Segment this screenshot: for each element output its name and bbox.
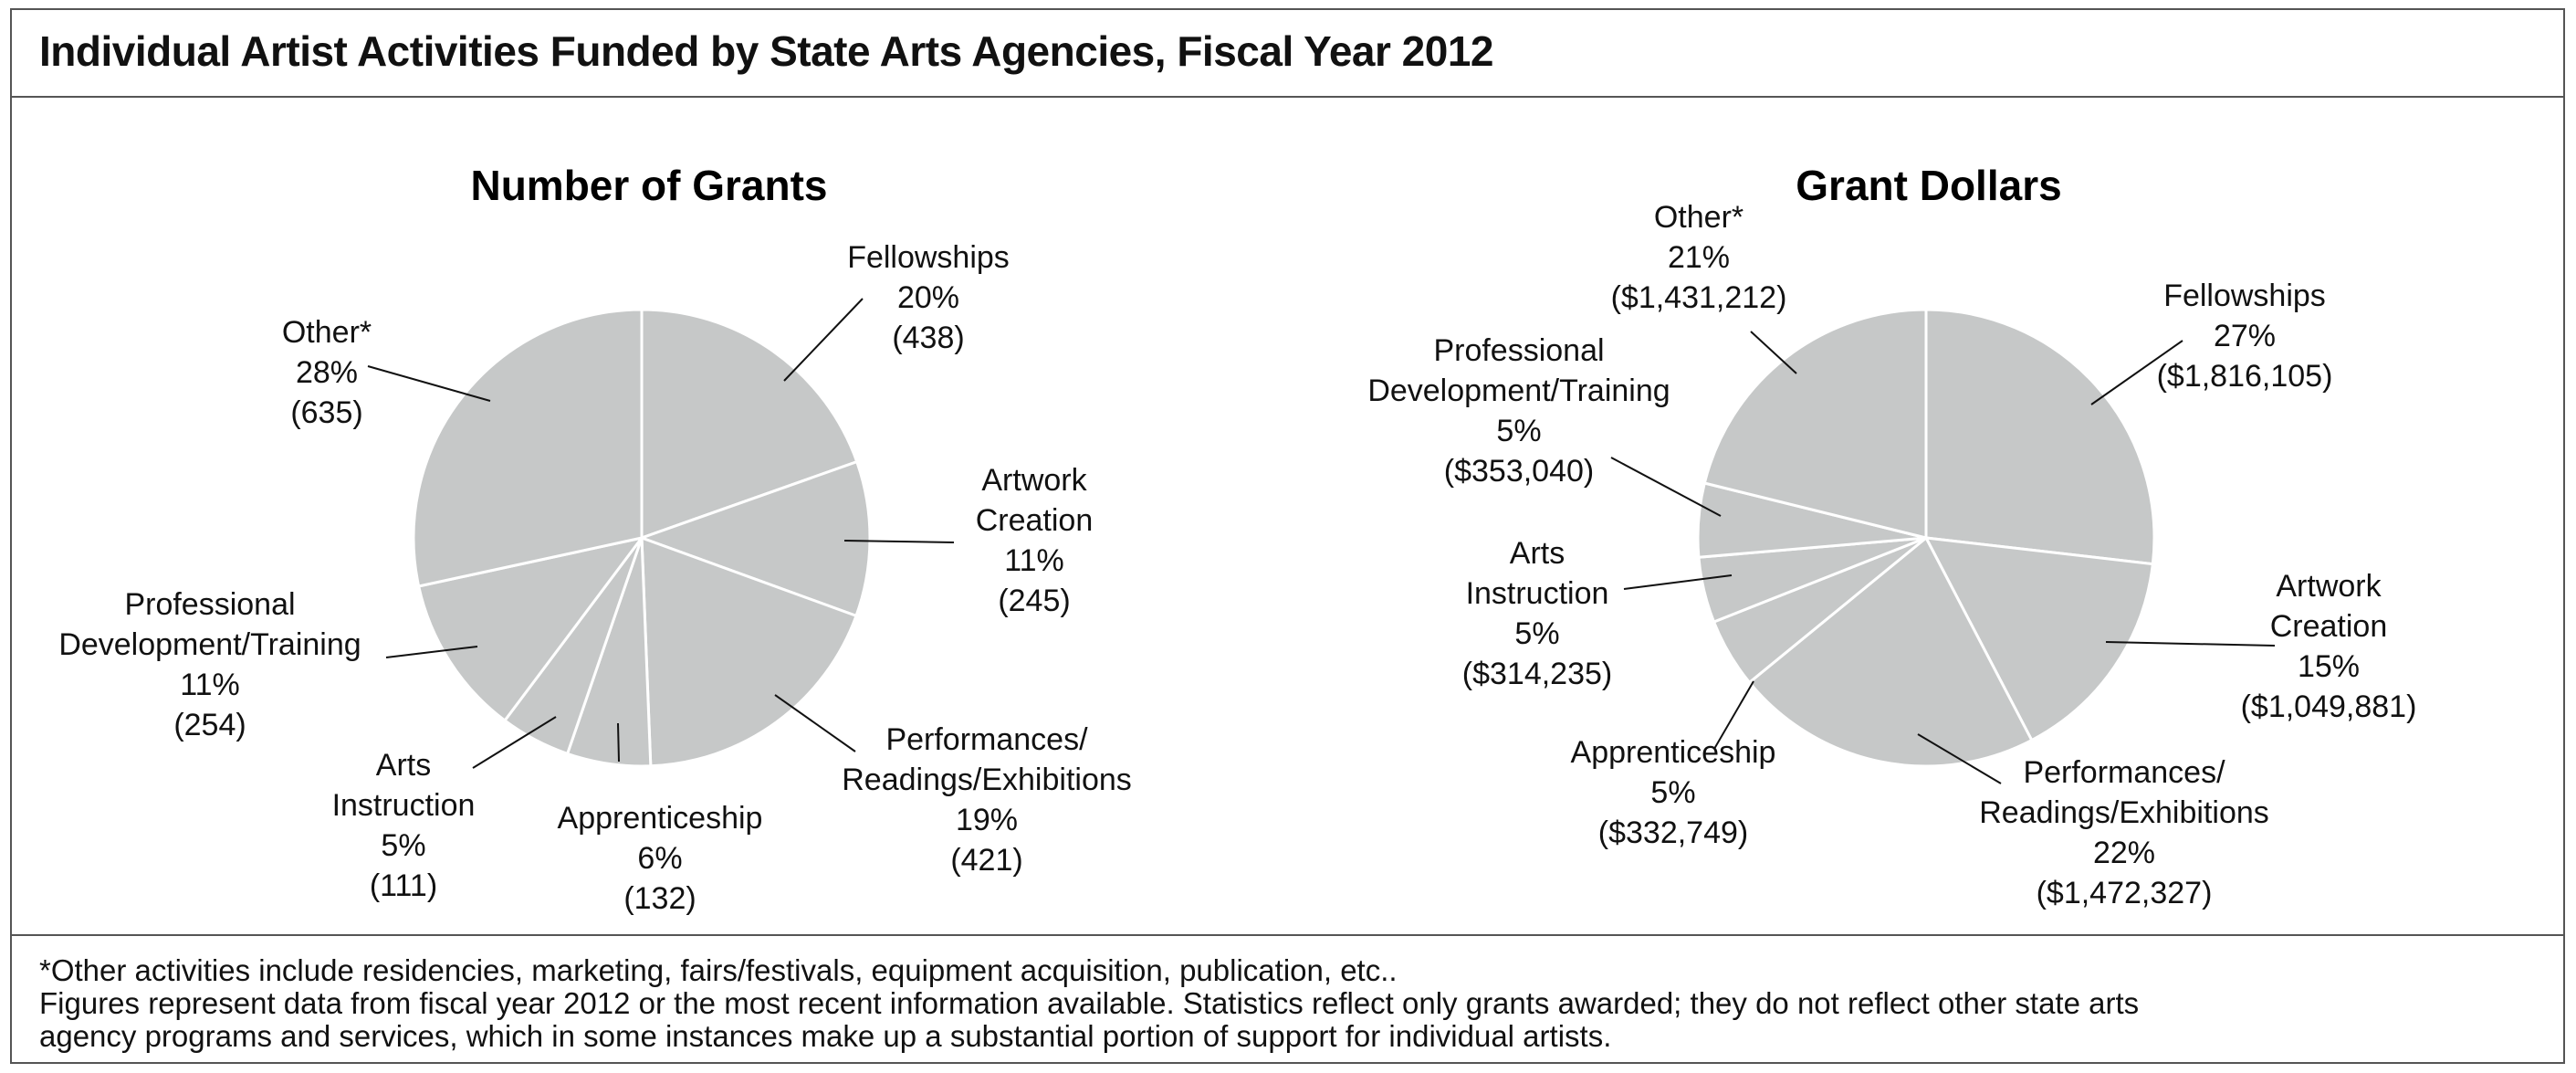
main-title: Individual Artist Activities Funded by S… — [39, 27, 1494, 75]
footnote-figures-cont: agency programs and services, which in s… — [39, 1019, 1612, 1053]
chart1-label-performances-readings-exhibitions: Performances/Readings/Exhibitions 19% (421… — [842, 722, 1132, 878]
chart2-leader-performances-readings-exhibitions — [1917, 733, 2002, 784]
chart1-leader-other — [367, 365, 491, 402]
chart1-label-other: Other* 28% (635) — [282, 315, 372, 430]
chart1-label-professional-development-training: Professional Development/Training 11% (254) — [58, 587, 361, 742]
chart1-label-fellowships: Fellowships 20% (438) — [847, 240, 1010, 355]
chart2-label-artwork-creation: Artwork Creation 15% ($1,049,881) — [2241, 569, 2417, 724]
chart1-pie: Number of Grants Fellowships 20% (438) Artwo… — [58, 162, 1131, 916]
chart1-label-apprenticeship: Apprenticeship 6% (132) — [558, 801, 763, 916]
chart2-slice-artwork-creation — [1923, 536, 2155, 742]
chart2-label-professional-development-training: Professional Development/Training 5% ($353,… — [1367, 333, 1670, 489]
chart2-label-fellowships: Fellowships 27% ($1,816,105) — [2157, 279, 2333, 394]
footnote-figures: Figures represent data from fiscal year … — [39, 986, 2140, 1020]
chart1-slice-performances-readings-exhibitions — [640, 535, 858, 768]
chart1-leader-artwork-creation — [843, 540, 955, 543]
chart2-leader-apprenticeship — [1713, 680, 1754, 750]
chart1-leader-professional-development-training — [385, 646, 478, 658]
chart2-label-arts-instruction: Arts Instruction 5% ($314,235) — [1462, 536, 1612, 691]
chart1-label-arts-instruction: Arts Instruction 5% (111) — [332, 748, 476, 903]
chart2-label-other: Other* 21% ($1,431,212) — [1611, 200, 1787, 315]
chart2-leader-arts-instruction — [1623, 574, 1733, 590]
chart2-leader-artwork-creation — [2105, 641, 2276, 647]
chart1-slice-fellowships — [640, 308, 859, 541]
chart1-slice-other — [412, 308, 644, 588]
charts-area: Number of Grants Fellowships 20% (438) Artwo… — [12, 98, 2563, 936]
chart2-label-performances-readings-exhibitions: Performances/Readings/Exhibitions 22% ($1,… — [1979, 755, 2269, 910]
chart2-leader-fellowships — [2090, 340, 2183, 405]
pie-charts-svg: Number of Grants Fellowships 20% (438) Artwo… — [58, 162, 2416, 916]
chart1-title: Number of Grants — [470, 162, 827, 209]
chart2-leader-other — [1750, 331, 1797, 374]
chart1-leader-apprenticeship — [617, 722, 620, 763]
chart2-title: Grant Dollars — [1796, 162, 2061, 209]
chart2-slice-other — [1702, 308, 1928, 540]
chart1-label-artwork-creation: Artwork Creation 11% (245) — [976, 463, 1094, 618]
chart1-slice-artwork-creation — [637, 459, 872, 618]
title-bar: Individual Artist Activities Funded by S… — [12, 10, 2563, 98]
chart1-leader-performances-readings-exhibitions — [774, 694, 856, 752]
chart2-slice-performances-readings-exhibitions — [1747, 535, 2034, 768]
chart1-slice-professional-development-training — [416, 535, 645, 723]
chart2-pie: Grant Dollars Fellowships 27% ($1,816,105) A… — [1367, 162, 2416, 910]
chart2-label-apprenticeship: Apprenticeship 5% ($332,749) — [1571, 735, 1776, 850]
footnote-other: *Other activities include residencies, m… — [39, 953, 1398, 987]
chart2-leader-professional-development-training — [1610, 457, 1722, 517]
figure-frame: Individual Artist Activities Funded by S… — [10, 8, 2565, 1064]
footnotes: *Other activities include residencies, m… — [12, 934, 2563, 1064]
chart2-slice-fellowships — [1924, 308, 2156, 566]
chart1-leader-fellowships — [783, 298, 864, 382]
chart1-leader-arts-instruction — [472, 716, 557, 769]
